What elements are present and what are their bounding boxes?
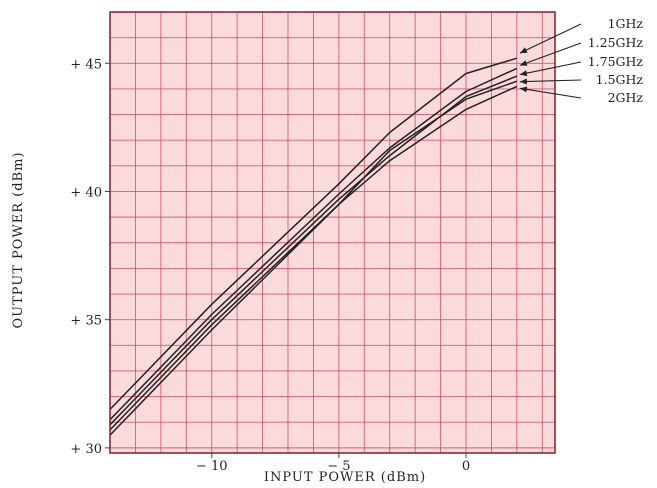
x-tick-label: 0 [462,459,470,474]
plot-frame [109,11,556,454]
series-line-1-5ghz [109,80,518,431]
legend: 1GHz 1.25GHz 1.75GHz 1.5GHz 2GHz [519,16,644,105]
y-tick-label: + 45 [70,57,102,72]
x-axis-label: INPUT POWER (dBm) [264,470,426,485]
series-lines [109,57,518,436]
y-tick-label: + 40 [70,185,102,200]
legend-label-2ghz: 2GHz [608,90,644,105]
legend-arrow-1-75ghz [519,61,582,76]
y-axis-label: OUTPUT POWER (dBm) [11,151,26,328]
x-tick-label: − 10 [196,459,228,474]
legend-arrowhead-1-5ghz [519,78,527,85]
x-axis-ticks: − 10 − 5 0 [196,453,470,474]
legend-arrowhead-1-25ghz [519,60,528,66]
series-line-1ghz [109,57,518,410]
x-tick-label: − 5 [327,459,350,474]
legend-arrow-1-5ghz [519,79,582,83]
grid-lines [109,11,555,453]
y-tick-label: + 30 [70,442,102,457]
legend-arrowhead-2ghz [519,86,528,93]
legend-arrow-1ghz [519,23,582,54]
series-line-2ghz [109,85,518,436]
legend-label-1-5ghz: 1.5GHz [596,72,644,87]
legend-arrow-2ghz [519,87,582,99]
legend-label-1-25ghz: 1.25GHz [588,35,644,50]
y-tick-label: + 35 [70,314,102,329]
y-axis-ticks: + 30 + 35 + 40 + 45 [70,57,110,457]
legend-arrowhead-1-75ghz [519,70,528,77]
plot-area-fill [110,12,555,453]
series-line-1-25ghz [109,67,518,421]
plot-border [109,11,556,454]
legend-label-1-75ghz: 1.75GHz [588,54,644,69]
legend-label-1ghz: 1GHz [608,16,644,31]
plot-background [110,12,555,453]
legend-arrowhead-1ghz [519,47,528,54]
legend-arrow-1-25ghz [519,42,582,66]
